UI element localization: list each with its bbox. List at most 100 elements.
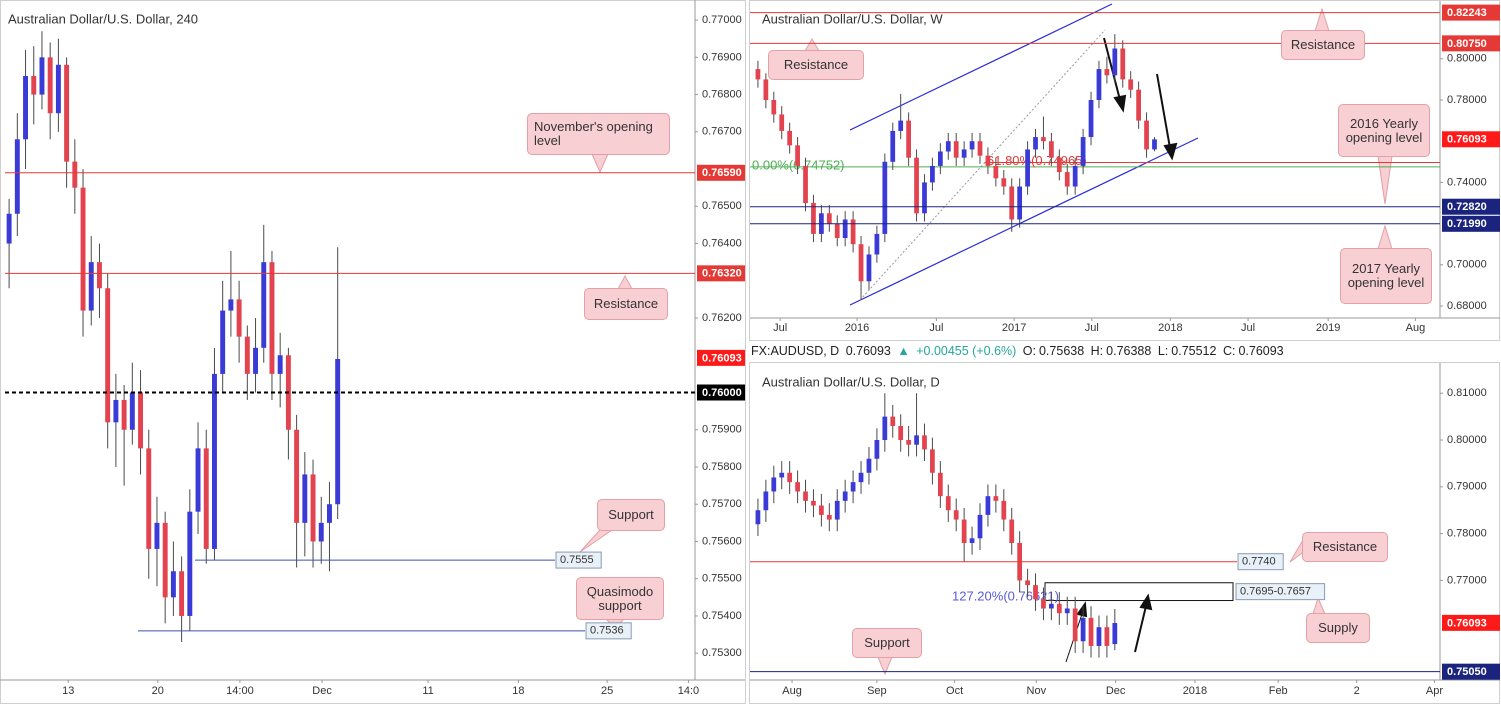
candle-body [1064, 172, 1070, 187]
candle-body [1041, 137, 1046, 142]
candle-body [72, 161, 78, 188]
x-tick-label: Jul [1085, 322, 1099, 334]
candle-body [930, 449, 935, 473]
candle-body [1033, 585, 1038, 600]
candle-body [294, 429, 300, 523]
candle-body [105, 288, 111, 423]
candle-body [755, 69, 761, 80]
chart-title: Australian Dollar/U.S. Dollar, W [762, 11, 943, 26]
candle-body [795, 482, 800, 492]
candle-body [1049, 603, 1054, 609]
candle-body [755, 510, 761, 525]
x-tick-label: Dec [312, 685, 332, 697]
y-tick-label: 0.79000 [1447, 481, 1487, 493]
candle-body [874, 233, 880, 255]
price-tag-label: 0.76000 [702, 387, 742, 399]
candle-body [1056, 603, 1062, 614]
candle-body [1112, 622, 1118, 645]
candle-body [850, 219, 856, 245]
candle-body [113, 399, 119, 423]
candle-body [269, 262, 275, 374]
candle-body [1017, 186, 1023, 220]
candle-body [834, 223, 840, 239]
candle-body [930, 165, 935, 183]
change-arrow: ▲ [897, 344, 910, 358]
callout: Support [852, 628, 922, 658]
candle-body [953, 141, 959, 158]
x-tick-label: 11 [422, 685, 433, 697]
candle-body [811, 500, 816, 506]
candle-body [787, 130, 793, 146]
candle-body [302, 474, 308, 523]
candle-body [64, 64, 70, 162]
callout: Quasimodo support [576, 577, 664, 620]
x-tick-label: Nov [1027, 685, 1047, 697]
candle-body [993, 496, 999, 501]
price-tag-label: 0.82243 [1447, 7, 1487, 19]
candle-body [977, 514, 983, 539]
x-tick-label: Apr [1426, 685, 1443, 697]
price-tag [697, 164, 745, 181]
ohlc-label: O: [1022, 344, 1036, 358]
x-tick-label: 14:0 [678, 685, 699, 697]
candle-body [779, 472, 785, 478]
candle-body [953, 510, 959, 520]
level-label-box [585, 622, 632, 640]
candle-body [803, 491, 808, 501]
x-tick-label: 20 [152, 685, 164, 697]
y-tick-label: 0.75300 [702, 647, 742, 659]
candle-body [236, 299, 242, 337]
y-tick-label: 0.75600 [702, 535, 742, 547]
x-tick-label: 13 [62, 685, 74, 697]
x-tick-label: 2016 [845, 322, 869, 334]
price-tag-label: 0.71990 [1447, 218, 1487, 230]
x-tick-label: 2017 [1002, 322, 1026, 334]
y-tick-label: 0.76700 [702, 126, 742, 138]
candle-body [882, 161, 888, 234]
candle-body [1120, 48, 1126, 80]
price-tag-label: 0.80750 [1447, 38, 1487, 50]
callout: Resistance [584, 288, 668, 320]
candle-body [866, 254, 872, 282]
candle-body [129, 392, 135, 430]
candle-body [811, 202, 816, 234]
candle-body [1009, 186, 1015, 220]
ohlc-value: 0.75512 [1171, 344, 1217, 358]
candle-body [1096, 627, 1102, 646]
candle-body [244, 336, 250, 374]
candle-body [1001, 500, 1007, 520]
candle-body [31, 75, 37, 95]
ohlc-value: 0.76388 [1106, 344, 1152, 358]
candle-body [937, 151, 943, 166]
candle-body [327, 504, 332, 523]
candle-body [212, 373, 217, 549]
callout: November's opening level [527, 113, 670, 155]
candle-body [335, 358, 341, 505]
channel-line [849, 137, 1199, 306]
y-tick-label: 0.76900 [702, 51, 742, 63]
candle-body [795, 145, 800, 166]
candle-body [14, 139, 20, 214]
candle-body [961, 149, 967, 158]
x-tick-label: Oct [946, 685, 963, 697]
y-tick-label: 0.75500 [702, 573, 742, 585]
candle-body [914, 435, 919, 445]
x-tick-label: Jul [773, 322, 787, 334]
candle-body [985, 496, 991, 515]
candle-body [220, 310, 226, 374]
candle-body [779, 114, 785, 131]
y-tick-label: 0.81000 [1447, 387, 1487, 399]
price-tag-label: 0.76320 [702, 268, 742, 280]
candle-body [1144, 120, 1149, 150]
candle-body [1088, 617, 1094, 646]
x-tick-label: Aug [1406, 322, 1426, 334]
price-tag [1442, 4, 1500, 21]
x-tick-label: 25 [601, 685, 613, 697]
level-label: 0.7740 [1242, 556, 1276, 568]
y-tick-label: 0.80000 [1447, 53, 1487, 65]
x-tick-label: 18 [512, 685, 524, 697]
price-tag [697, 349, 745, 366]
ohlc-label: C: [1222, 344, 1236, 358]
candle-body [834, 500, 840, 520]
price-tag [1442, 131, 1500, 148]
